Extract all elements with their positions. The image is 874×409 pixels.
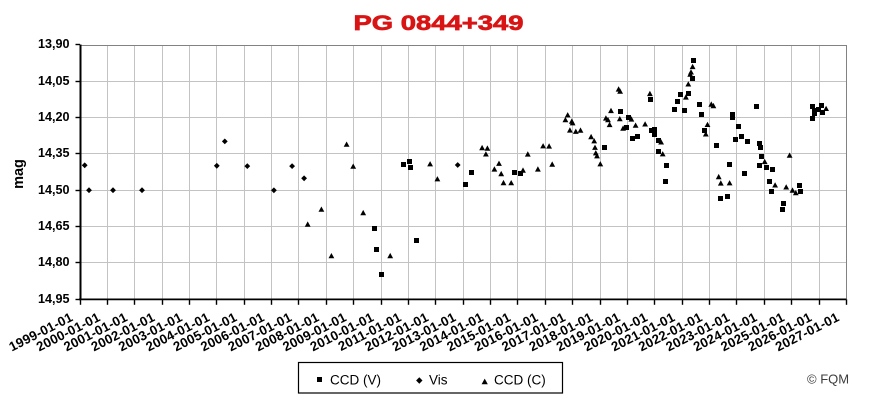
svg-text:14,65: 14,65 [38,219,70,233]
svg-text:mag: mag [11,159,27,189]
svg-text:14,20: 14,20 [38,110,70,124]
svg-text:© FQM: © FQM [807,372,849,387]
svg-text:14,50: 14,50 [38,183,70,197]
svg-text:14,95: 14,95 [38,292,70,306]
svg-text:CCD (C): CCD (C) [494,373,546,388]
svg-text:14,05: 14,05 [38,74,70,88]
svg-text:14,80: 14,80 [38,255,70,269]
svg-text:CCD (V): CCD (V) [330,373,381,388]
svg-text:13,90: 13,90 [38,37,70,51]
svg-text:PG 0844+349: PG 0844+349 [354,11,524,35]
svg-text:14,35: 14,35 [38,146,70,160]
svg-text:Vis: Vis [429,373,448,388]
